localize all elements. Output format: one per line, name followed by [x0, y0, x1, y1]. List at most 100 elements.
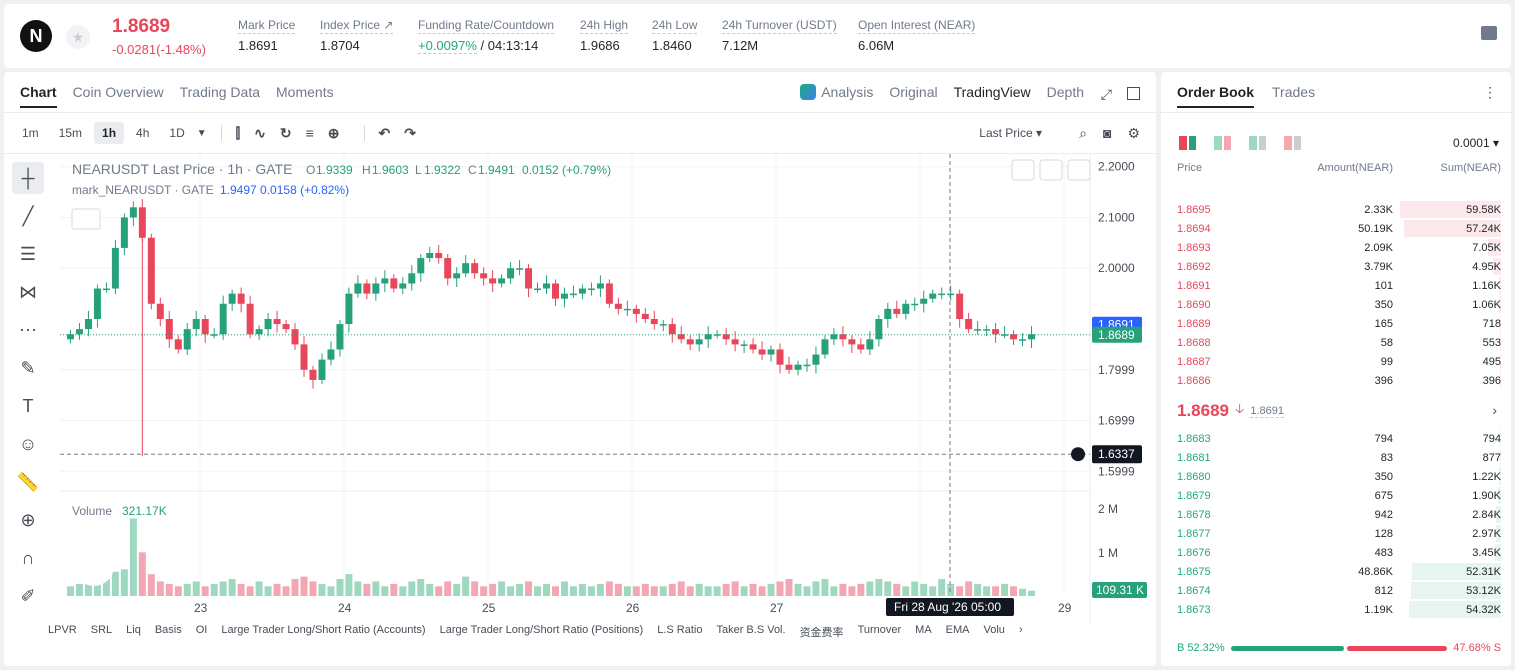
- gear-icon[interactable]: ⚙: [1127, 125, 1140, 141]
- tab-order-book[interactable]: Order Book: [1177, 84, 1255, 108]
- crosshair-icon[interactable]: ┼: [12, 162, 44, 194]
- pattern-icon[interactable]: ⋈: [19, 281, 37, 302]
- text-tool-icon[interactable]: T: [22, 395, 34, 416]
- chevron-right-icon[interactable]: ›: [1492, 402, 1497, 418]
- tab-chart[interactable]: Chart: [20, 84, 57, 108]
- ask-row[interactable]: 1.8694 50.19K 57.24K: [1161, 219, 1511, 238]
- ask-row[interactable]: 1.8693 2.09K 7.05K: [1161, 238, 1511, 257]
- bid-row[interactable]: 1.8673 1.19K 54.32K: [1161, 600, 1511, 619]
- chevron-right-icon[interactable]: ›: [1018, 624, 1023, 636]
- settings-list-icon[interactable]: ≡: [305, 125, 314, 141]
- indicator-item[interactable]: Volu: [983, 624, 1005, 636]
- indicators-icon[interactable]: ∿: [254, 124, 266, 141]
- indicator-item[interactable]: Turnover: [857, 624, 902, 636]
- crosshair-price-tag-label: 1.6337: [1098, 447, 1135, 461]
- tab-analysis[interactable]: Analysis: [800, 84, 873, 100]
- add-indicator-icon[interactable]: ⊕: [327, 124, 340, 141]
- candle-body: [363, 283, 371, 294]
- indicator-item[interactable]: LPVR: [48, 624, 77, 636]
- undo-icon[interactable]: ↶: [378, 124, 391, 141]
- add-alert-icon[interactable]: [1071, 447, 1085, 462]
- indicator-item[interactable]: L.S Ratio: [657, 624, 703, 636]
- price-chart[interactable]: 2.2000 2.1000 2.0000 1.7999 1.6999 1.5999 2 M 1…: [60, 154, 1150, 624]
- bid-amount: 942: [1374, 508, 1393, 521]
- parallel-lines-icon[interactable]: ☰: [19, 243, 37, 264]
- favorite-star-icon[interactable]: ★: [66, 25, 90, 49]
- tab-trading-data[interactable]: Trading Data: [179, 84, 261, 100]
- ratio-bar: [1230, 645, 1448, 651]
- camera-icon[interactable]: ◙: [1102, 125, 1112, 141]
- tab-original[interactable]: Original: [889, 84, 938, 100]
- ask-row[interactable]: 1.8692 3.79K 4.95K: [1161, 257, 1511, 276]
- ask-row[interactable]: 1.8690 350 1.06K: [1161, 295, 1511, 314]
- ask-row[interactable]: 1.8688 58 553: [1161, 333, 1511, 352]
- candle-body: [650, 319, 658, 325]
- ask-row[interactable]: 1.8686 396 396: [1161, 371, 1511, 390]
- bid-row[interactable]: 1.8681 83 877: [1161, 448, 1511, 467]
- bid-row[interactable]: 1.8678 942 2.84K: [1161, 505, 1511, 524]
- ask-row[interactable]: 1.8689 165 718: [1161, 314, 1511, 333]
- bid-row[interactable]: 1.8677 128 2.97K: [1161, 524, 1511, 543]
- bid-row[interactable]: 1.8679 675 1.90K: [1161, 486, 1511, 505]
- timeframe-4h[interactable]: 4h: [136, 126, 150, 140]
- timeframe-1d[interactable]: 1D: [169, 126, 185, 140]
- ruler-icon[interactable]: 📏: [16, 471, 40, 492]
- indicator-item[interactable]: EMA: [945, 624, 970, 636]
- ask-row[interactable]: 1.8691 101 1.16K: [1161, 276, 1511, 295]
- timeframe-1h[interactable]: 1h: [94, 122, 125, 144]
- bid-row[interactable]: 1.8676 483 3.45K: [1161, 543, 1511, 562]
- brush-icon[interactable]: ✎: [20, 357, 36, 378]
- indicator-item[interactable]: OI: [195, 624, 208, 636]
- collapse-legend-button[interactable]: [71, 208, 101, 230]
- window-toggle-icon[interactable]: [1127, 87, 1140, 100]
- notes-icon[interactable]: [1481, 26, 1497, 40]
- layout-split-icon[interactable]: [1214, 136, 1231, 150]
- ask-row[interactable]: 1.8687 99 495: [1161, 352, 1511, 371]
- pencil-icon[interactable]: ✐: [20, 585, 36, 606]
- volume-bar: [84, 581, 92, 596]
- indicator-item[interactable]: Large Trader Long/Short Ratio (Positions…: [439, 624, 644, 636]
- indicator-item[interactable]: MA: [915, 624, 932, 636]
- indicator-item[interactable]: Liq: [126, 624, 141, 636]
- tab-tradingview[interactable]: TradingView: [953, 84, 1031, 100]
- indicator-item[interactable]: Large Trader Long/Short Ratio (Accounts): [221, 624, 426, 636]
- timeframe-15m[interactable]: 15m: [58, 126, 83, 140]
- precision-select[interactable]: 0.0001 ▾: [1452, 136, 1499, 150]
- candle-type-icon[interactable]: ⫿: [235, 124, 241, 141]
- timeframe-dropdown-icon[interactable]: ▼: [196, 127, 207, 139]
- tab-trades[interactable]: Trades: [1272, 84, 1316, 100]
- tab-depth[interactable]: Depth: [1046, 84, 1084, 100]
- price-type-select[interactable]: Last Price ▾: [979, 126, 1042, 140]
- layout-both-icon[interactable]: [1179, 136, 1196, 150]
- fib-icon[interactable]: ⋯: [19, 319, 37, 340]
- candle-body: [246, 303, 254, 335]
- ask-row[interactable]: 1.8695 2.33K 59.58K: [1161, 200, 1511, 219]
- compare-icon[interactable]: [1067, 159, 1091, 181]
- indicator-item[interactable]: SRL: [90, 624, 113, 636]
- trendline-icon[interactable]: ╱: [22, 205, 34, 226]
- bid-row[interactable]: 1.8674 812 53.12K: [1161, 581, 1511, 600]
- volume-bar: [911, 581, 919, 596]
- timeframe-1m[interactable]: 1m: [22, 126, 39, 140]
- bid-row[interactable]: 1.8680 350 1.22K: [1161, 467, 1511, 486]
- collapse-icon[interactable]: [1039, 159, 1063, 181]
- fullscreen-expand-icon[interactable]: ⤢: [1100, 86, 1112, 102]
- magnet-icon[interactable]: ∩: [21, 547, 35, 568]
- redo-icon[interactable]: ↷: [404, 124, 416, 141]
- indicator-item[interactable]: Taker B.S Vol.: [716, 624, 786, 636]
- tab-coin-overview[interactable]: Coin Overview: [72, 84, 164, 100]
- zoom-in-icon[interactable]: ⊕: [20, 509, 36, 530]
- search-icon[interactable]: ⌕: [1079, 125, 1087, 141]
- layout-bids-icon[interactable]: [1249, 136, 1266, 150]
- refresh-icon[interactable]: ↻: [279, 124, 292, 141]
- layout-asks-icon[interactable]: [1284, 136, 1301, 150]
- indicator-item[interactable]: Basis: [154, 624, 182, 636]
- emoji-icon[interactable]: ☺: [18, 433, 38, 454]
- bid-row[interactable]: 1.8675 48.86K 52.31K: [1161, 562, 1511, 581]
- bid-row[interactable]: 1.8683 794 794: [1161, 429, 1511, 448]
- tab-moments[interactable]: Moments: [276, 84, 334, 100]
- indicator-item[interactable]: 资金费率: [799, 627, 844, 639]
- stat-index-price[interactable]: Index Price ↗ 1.8704: [320, 18, 394, 53]
- more-options-icon[interactable]: ⋮: [1483, 84, 1497, 100]
- sort-down-icon[interactable]: [1011, 159, 1035, 181]
